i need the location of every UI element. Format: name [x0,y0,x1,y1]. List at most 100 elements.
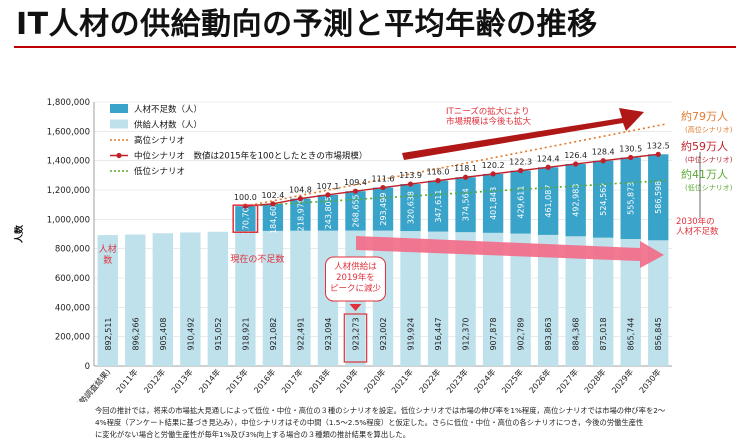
shortage-value-label: 170,700 [241,202,250,235]
bar-supply [648,240,669,366]
mid-scenario-point [270,201,276,207]
legend-label-low: 低位シナリオ [134,166,185,177]
peak-callout-text: 人材供給は 2019年をピークに減少 [330,261,382,294]
supply-value-label: 892,511 [104,317,113,350]
shortage-value-label: 268,655 [351,194,360,227]
mid-scenario-point [325,192,331,198]
supply-value-label: 907,878 [489,317,498,350]
market-index-label: 118.1 [454,164,477,173]
mid-scenario-point [628,154,634,161]
supply-value-label: 910,492 [186,317,195,350]
supply-value-label: 905,408 [159,317,168,350]
supply-value-label: 893,863 [544,317,553,350]
x-tick-label: 2016年 [252,367,278,395]
shortage-value-label: 293,499 [379,193,388,226]
mid-scenario-point [380,184,386,191]
x-tick-label: 2024年 [472,367,498,395]
bar-supply [427,231,449,366]
shortage-value-label: 586,598 [654,181,663,214]
high-scenario-line [245,123,667,207]
market-index-label: 100.0 [234,193,257,202]
mid-scenario-point [545,164,551,170]
peak-callout-arrow [349,304,362,311]
low-scenario-total: 約41万人 [681,167,728,181]
current-shortage-box [232,204,259,233]
supply-value-label: 875,018 [599,317,608,350]
legend-label-high: 高位シナリオ [134,135,185,146]
bar-shortage [648,154,669,241]
shortage-value-label: 218,976 [296,198,305,231]
peak-callout-box [324,256,386,302]
shortage-value-label: 320,638 [407,191,416,224]
mid-scenario-point [352,188,359,194]
shortage-value-label: 401,843 [489,187,498,220]
legend-label-mid: 中位シナリオ 数値は2015年を100としたときの市場規模） [134,151,367,162]
bar-supply [510,233,531,366]
supply-value-label: 884,368 [572,317,581,350]
x-tick-label: 2028年 [582,367,608,395]
supply-value-label: 923,002 [379,317,388,350]
x-tick-label: 2026年 [527,367,553,395]
bar-shortage [262,203,284,231]
market-index-label: 122.3 [509,158,532,167]
bar-supply [262,230,284,366]
mid-scenario-point [435,178,441,184]
x-tick-label: 2010年(国勢調査結果) [52,367,113,402]
y-tick-label: 200,000 [55,333,90,343]
mid-scenario-point [297,195,304,202]
y-tick-label: 600,000 [55,274,90,284]
mid-scenario-point [655,151,661,157]
x-tick-label: 2011年 [114,367,140,395]
mid-scenario-point [518,167,524,174]
market-index-label: 128.4 [592,148,615,157]
x-tick-label: 2029年 [609,367,635,395]
mid-scenario-point [462,174,469,180]
supply-value-label: 922,491 [296,317,305,350]
supply-value-label: 923,094 [324,317,333,350]
bar-supply [290,230,311,366]
bar-supply [482,232,504,366]
market-index-label: 109.4 [344,178,367,187]
y-axis-title: 人数 [13,224,25,244]
x-tick-label: 2014年 [196,367,222,395]
x-tick-label: 2015年 [224,367,250,395]
mid-scenario-point [490,171,496,177]
mid-scenario-point [407,181,414,187]
bar-supply [455,232,476,366]
x-tick-label: 2018年 [307,367,333,395]
title-underline [14,46,736,48]
bar-shortage [290,198,311,231]
y-tick-label: 400,000 [55,303,90,313]
supply-value-label: 918,921 [241,317,250,350]
mid-scenario-point [600,158,606,164]
shortage-value-label: 429,611 [517,186,526,219]
shortage-value-label: 374,564 [462,188,471,221]
supply-value-label: 865,744 [627,317,636,350]
supply-value-label: 856,845 [654,317,663,350]
bar-shortage [593,160,614,238]
x-tick-label: 2030年 [637,367,663,395]
high-scenario-caption: (高位シナリオ) [685,125,733,134]
x-tick-label: 2012年 [141,367,167,395]
bar-shortage [235,206,256,232]
footnote-line: に変化がない場合と労働生産性が毎年1%及び3%向上する場合の３種類の推計結果を算… [95,430,411,439]
supply-value-label: 921,082 [269,317,278,350]
supply-value-label: 916,447 [434,317,443,350]
supply-annotation: 人材数 [99,243,117,266]
bar-supply [207,231,229,366]
bar-shortage [372,187,394,231]
supply-value-label: 902,789 [517,317,526,350]
it-needs-label: ITニーズの拡大により市場規模は今後も拡大 [446,106,532,127]
market-index-label: 126.4 [564,151,587,160]
mid-scenario-caption: (中位シナリオ) [685,155,733,164]
bar-shortage [345,191,366,231]
shortage-2030-label: 2030年の人材不足数 [676,216,719,237]
shortage-value-label: 184,608 [269,201,278,234]
market-index-label: 116.0 [427,168,450,177]
footnote-line: 今回の推計では，将来の市場拡大見通しによって低位・中位・高位の３種のシナリオを設… [95,406,666,415]
legend-label-supply: 供給人材数（人） [134,120,202,131]
market-index-label: 113.9 [399,171,422,180]
high-scenario-total: 約79万人 [681,109,728,123]
market-index-label: 111.6 [372,175,395,184]
x-tick-label: 2023年 [444,367,470,395]
